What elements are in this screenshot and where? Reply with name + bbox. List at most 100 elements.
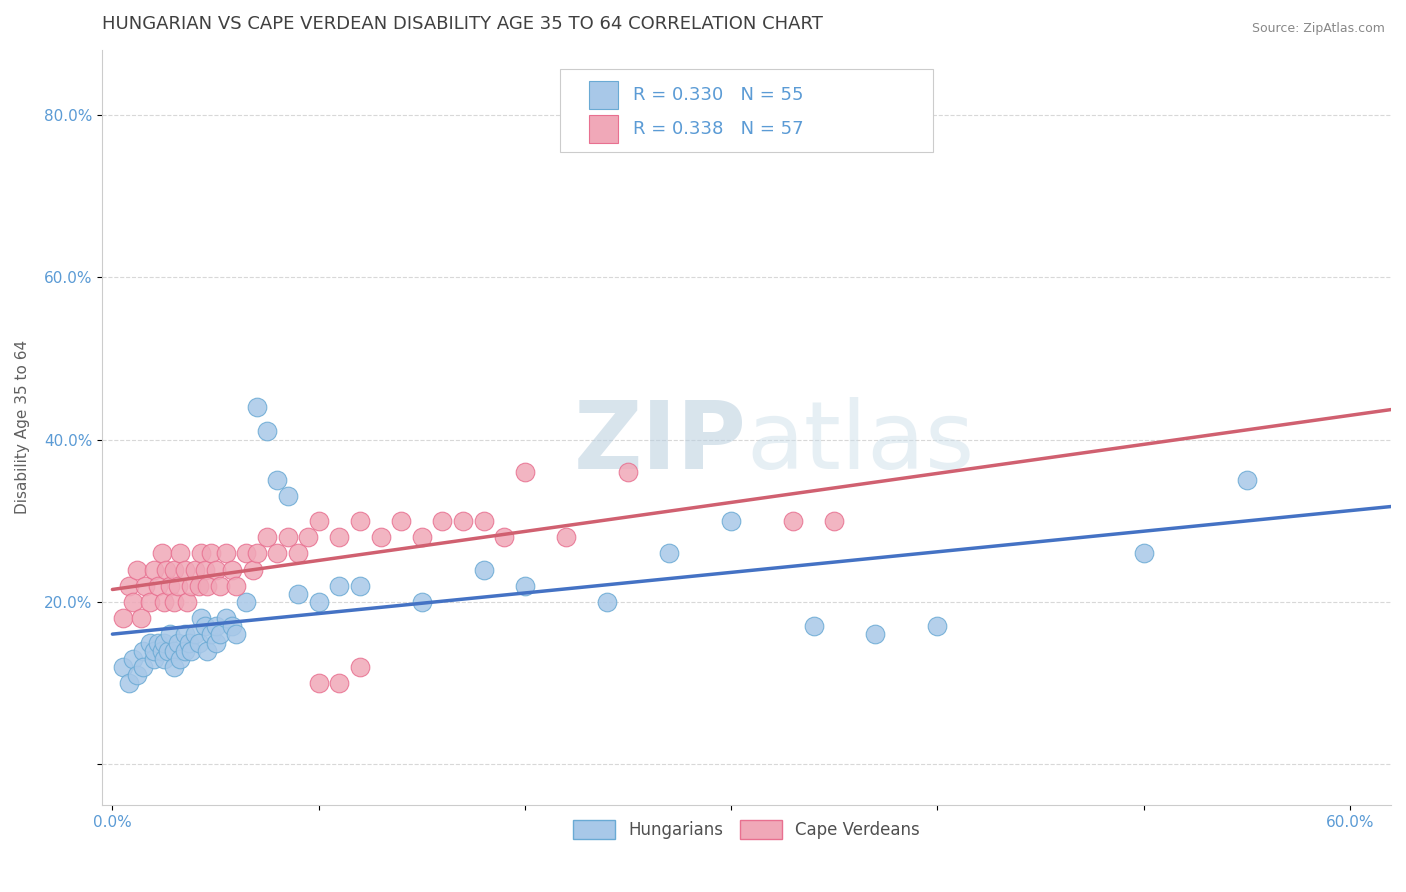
Point	[169, 546, 191, 560]
Point	[277, 490, 299, 504]
Point	[163, 644, 186, 658]
Point	[194, 562, 217, 576]
Point	[204, 562, 226, 576]
Point	[411, 530, 433, 544]
Point	[153, 635, 176, 649]
Point	[389, 514, 412, 528]
Point	[277, 530, 299, 544]
Point	[720, 514, 742, 528]
Point	[328, 676, 350, 690]
Point	[188, 579, 211, 593]
Point	[596, 595, 619, 609]
Point	[194, 619, 217, 633]
Point	[195, 579, 218, 593]
Point	[190, 546, 212, 560]
Point	[297, 530, 319, 544]
Point	[159, 627, 181, 641]
Point	[132, 644, 155, 658]
Point	[204, 635, 226, 649]
Point	[153, 595, 176, 609]
Point	[146, 635, 169, 649]
Point	[167, 635, 190, 649]
Point	[180, 644, 202, 658]
Point	[157, 644, 180, 658]
Point	[118, 676, 141, 690]
Point	[138, 595, 160, 609]
Text: R = 0.338   N = 57: R = 0.338 N = 57	[633, 120, 804, 138]
Point	[132, 660, 155, 674]
Text: ZIP: ZIP	[574, 397, 747, 489]
Point	[308, 676, 330, 690]
Point	[167, 579, 190, 593]
Point	[111, 611, 134, 625]
Point	[134, 579, 156, 593]
Point	[153, 652, 176, 666]
Point	[111, 660, 134, 674]
Point	[127, 562, 149, 576]
Point	[246, 546, 269, 560]
Point	[129, 611, 152, 625]
Point	[513, 465, 536, 479]
Point	[150, 644, 173, 658]
Point	[169, 652, 191, 666]
Point	[146, 579, 169, 593]
Point	[494, 530, 516, 544]
Point	[142, 652, 165, 666]
Point	[617, 465, 640, 479]
Point	[287, 587, 309, 601]
FancyBboxPatch shape	[560, 69, 934, 152]
Point	[122, 652, 145, 666]
Point	[927, 619, 949, 633]
Point	[235, 595, 257, 609]
Point	[118, 579, 141, 593]
Point	[451, 514, 474, 528]
Point	[155, 562, 177, 576]
Point	[287, 546, 309, 560]
Point	[188, 635, 211, 649]
Point	[370, 530, 392, 544]
Point	[308, 595, 330, 609]
Legend: Hungarians, Cape Verdeans: Hungarians, Cape Verdeans	[567, 814, 927, 846]
FancyBboxPatch shape	[589, 115, 617, 144]
Point	[349, 514, 371, 528]
Point	[200, 627, 222, 641]
Point	[803, 619, 825, 633]
Point	[658, 546, 681, 560]
Point	[176, 595, 198, 609]
FancyBboxPatch shape	[589, 81, 617, 110]
Point	[555, 530, 578, 544]
Text: R = 0.330   N = 55: R = 0.330 N = 55	[633, 87, 804, 104]
Text: atlas: atlas	[747, 397, 974, 489]
Point	[266, 473, 288, 487]
Point	[411, 595, 433, 609]
Point	[823, 514, 845, 528]
Point	[1236, 473, 1258, 487]
Point	[138, 635, 160, 649]
Point	[242, 562, 264, 576]
Point	[122, 595, 145, 609]
Point	[163, 562, 186, 576]
Point	[349, 660, 371, 674]
Point	[177, 635, 200, 649]
Point	[472, 562, 495, 576]
Point	[221, 562, 243, 576]
Point	[1132, 546, 1154, 560]
Point	[204, 619, 226, 633]
Point	[782, 514, 804, 528]
Point	[190, 611, 212, 625]
Point	[159, 579, 181, 593]
Point	[328, 530, 350, 544]
Point	[142, 562, 165, 576]
Text: Source: ZipAtlas.com: Source: ZipAtlas.com	[1251, 22, 1385, 36]
Point	[513, 579, 536, 593]
Point	[256, 530, 278, 544]
Point	[865, 627, 887, 641]
Point	[225, 579, 247, 593]
Point	[163, 595, 186, 609]
Point	[308, 514, 330, 528]
Y-axis label: Disability Age 35 to 64: Disability Age 35 to 64	[15, 341, 30, 515]
Point	[173, 644, 195, 658]
Point	[235, 546, 257, 560]
Text: HUNGARIAN VS CAPE VERDEAN DISABILITY AGE 35 TO 64 CORRELATION CHART: HUNGARIAN VS CAPE VERDEAN DISABILITY AGE…	[103, 15, 823, 33]
Point	[173, 627, 195, 641]
